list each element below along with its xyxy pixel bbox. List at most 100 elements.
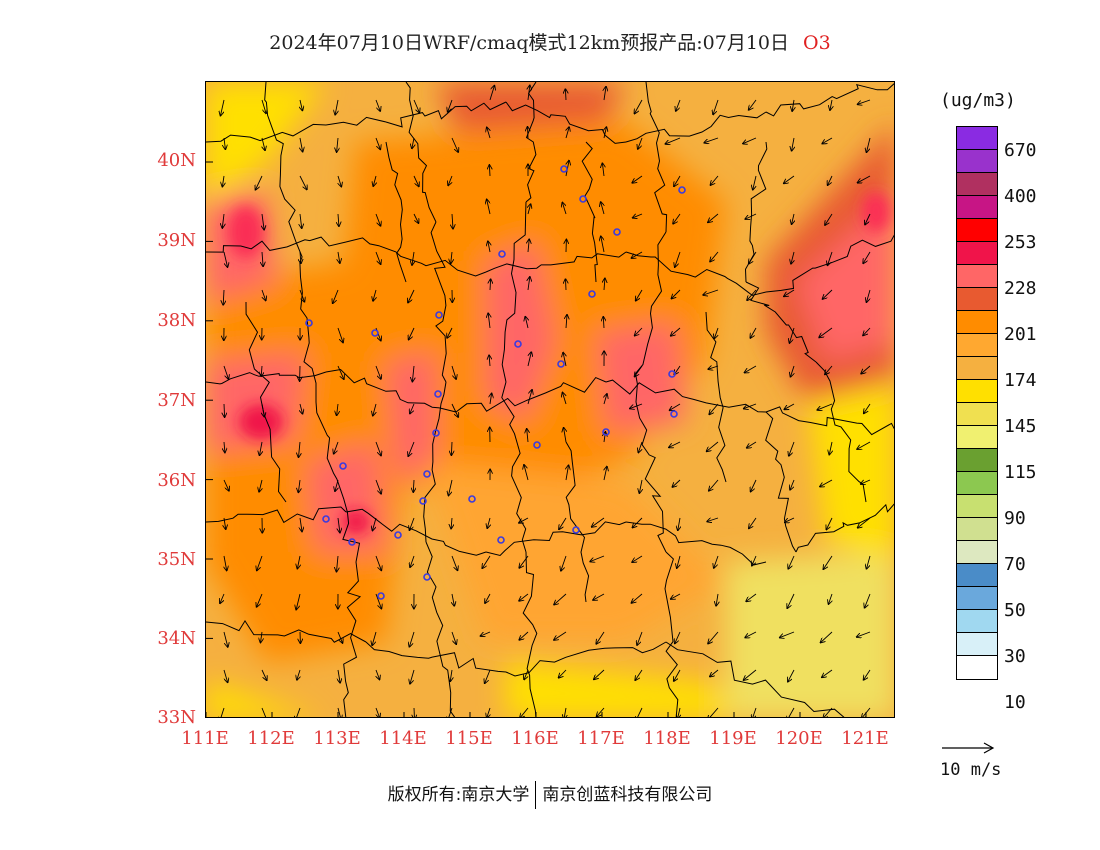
wind-arrow	[710, 669, 719, 677]
boundary-line	[765, 83, 894, 117]
wind-arrow	[590, 555, 605, 562]
boundary-line	[343, 561, 362, 717]
wind-arrow	[337, 137, 338, 152]
map-panel	[205, 81, 895, 718]
boundary-line	[665, 641, 845, 717]
wind-arrow	[452, 213, 453, 229]
wind-arrow	[338, 175, 341, 187]
wind-arrow	[375, 441, 381, 456]
wind-arrow	[716, 593, 718, 606]
wind-arrow	[224, 403, 225, 417]
wind-arrow	[413, 99, 419, 113]
wind-arrow	[857, 441, 871, 449]
wind-arrow	[635, 327, 643, 336]
boundary-line	[522, 551, 538, 717]
wind-arrow	[299, 441, 301, 457]
boundary-line	[635, 401, 667, 553]
wind-arrow	[709, 403, 719, 414]
wind-arrow	[632, 251, 643, 258]
wind-arrow	[372, 631, 377, 645]
wind-arrow	[632, 593, 643, 603]
wind-arrow	[373, 403, 376, 416]
boundary-line	[765, 234, 894, 293]
wind-reference-label: 10 m/s	[940, 760, 1002, 780]
wind-arrow	[822, 137, 833, 144]
wind-arrow	[524, 669, 529, 679]
wind-arrow	[635, 669, 643, 680]
legend-swatch	[957, 426, 997, 449]
wind-arrow	[375, 251, 381, 264]
city-marker	[435, 311, 443, 319]
wind-arrow	[524, 465, 529, 481]
boundary-line	[206, 506, 347, 524]
wind-arrow	[867, 137, 871, 152]
boundary-line	[423, 381, 447, 543]
boundary-line	[365, 641, 507, 673]
boundary-line	[385, 141, 407, 283]
wind-arrow	[561, 555, 567, 571]
lon-label: 121E	[841, 728, 889, 749]
wind-arrow	[412, 365, 414, 382]
wind-arrow	[784, 175, 795, 183]
wind-arrow	[710, 251, 719, 262]
legend-label: 10	[1004, 692, 1026, 713]
wind-arrow	[708, 631, 719, 644]
city-marker	[560, 165, 568, 173]
boundary-line	[625, 521, 767, 566]
wind-arrow	[565, 89, 566, 101]
wind-arrow	[375, 593, 381, 609]
wind-arrow	[825, 213, 833, 225]
boundary-line	[645, 82, 668, 233]
boundary-line	[581, 141, 598, 283]
wind-arrow	[791, 365, 795, 377]
wind-arrow	[297, 555, 300, 569]
boundary-line	[505, 101, 627, 144]
wind-arrow	[858, 175, 871, 183]
wind-arrow	[708, 366, 719, 369]
wind-arrow	[488, 241, 490, 253]
boundary-line	[206, 619, 367, 643]
wind-arrow	[703, 289, 719, 295]
wind-arrow	[223, 669, 228, 682]
wind-arrow	[678, 707, 680, 717]
wind-arrow	[636, 289, 643, 301]
wind-arrow	[780, 631, 795, 638]
wind-arrow	[670, 403, 681, 410]
lat-label: 39N	[157, 230, 196, 251]
wind-arrow	[745, 213, 757, 219]
wind-arrow	[489, 355, 490, 367]
lon-label: 120E	[775, 728, 823, 749]
wind-arrow	[672, 289, 681, 299]
wind-arrow	[487, 517, 490, 528]
city-marker	[613, 228, 621, 236]
wind-arrow	[745, 631, 757, 638]
wind-arrow	[564, 707, 566, 717]
wind-arrow	[594, 669, 605, 679]
wind-arrow	[375, 137, 380, 149]
legend-swatch	[957, 127, 997, 150]
wind-arrow	[337, 327, 343, 342]
wind-arrow	[713, 99, 719, 114]
city-marker	[579, 195, 587, 203]
wind-arrow	[296, 593, 301, 610]
wind-arrow	[448, 99, 453, 112]
wind-arrow	[519, 593, 529, 601]
wind-arrow	[223, 289, 224, 305]
wind-arrow	[223, 365, 228, 379]
city-marker	[394, 531, 402, 539]
wind-reference-arrow	[942, 742, 995, 754]
wind-arrow	[563, 353, 566, 367]
legend-swatch	[957, 380, 997, 403]
wind-arrow	[262, 213, 264, 230]
wind-arrow	[787, 593, 795, 608]
wind-arrow	[817, 403, 833, 410]
wind-arrow	[744, 403, 757, 409]
wind-arrow	[485, 593, 491, 603]
boundary-line	[605, 379, 767, 413]
wind-arrow	[410, 517, 415, 530]
wind-arrow	[410, 669, 415, 684]
wind-arrow	[635, 99, 643, 114]
legend-label: 228	[1004, 278, 1037, 299]
wind-arrow	[487, 707, 490, 717]
legend-swatch	[957, 242, 997, 265]
